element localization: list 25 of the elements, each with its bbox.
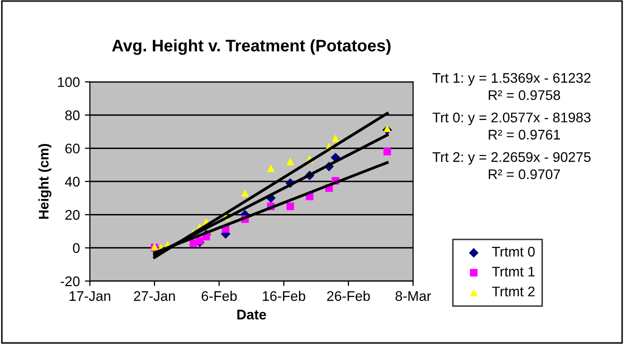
text: R² = 0.9707 [488, 169, 560, 180]
x-tick-label: 16-Feb [262, 290, 306, 301]
y-tick-label: 0 [72, 243, 80, 254]
y-axis-title: Height (cm) [38, 144, 52, 219]
text: Trt 1: y = 1.5369x - 61232 [432, 73, 590, 86]
y-tick-label: 20 [65, 210, 80, 220]
legend-label: Trtmt 1 [492, 266, 535, 276]
x-tick-label: 8-Mar [396, 291, 431, 301]
x-tick-label: 26-Feb [327, 290, 370, 301]
legend-label: Trtmt 2 [492, 286, 535, 296]
x-axis-title: Date [237, 310, 266, 320]
x-tick-label: 6-Feb [202, 290, 237, 301]
y-tick-label: 40 [65, 176, 80, 187]
x-tick-label: 17-Jan [70, 291, 110, 301]
y-tick-label: 60 [65, 144, 80, 154]
chart-title: Avg. Height v. Treatment (Potatoes) [112, 39, 390, 55]
y-tick-label: 100 [58, 77, 80, 88]
y-tick-label: 80 [65, 110, 80, 120]
legend-label: Trtmt 0 [492, 246, 535, 257]
x-tick-label: 27-Jan [134, 291, 175, 301]
text: R² = 0.9758 [488, 90, 560, 100]
y-tick-label: -20 [60, 276, 80, 286]
text: Trt 2: y = 2.2659x - 90275 [432, 152, 591, 165]
text: Trt 0: y = 2.0577x - 81983 [432, 112, 591, 126]
text: R² = 0.9761 [488, 130, 560, 140]
